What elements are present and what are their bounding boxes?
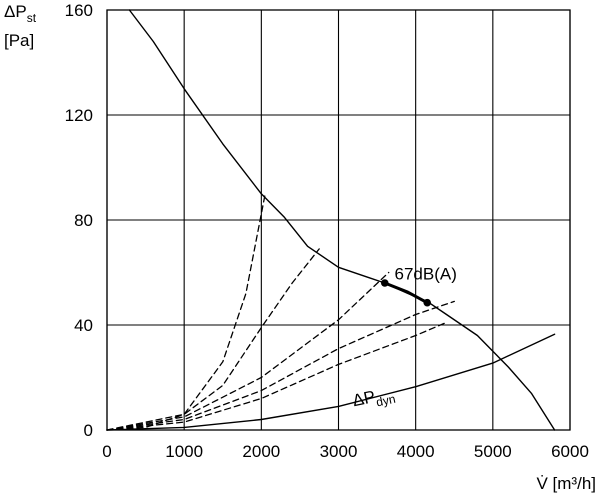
operating-point-1 xyxy=(423,298,432,307)
y-tick-label-80: 80 xyxy=(74,211,93,230)
plot-frame xyxy=(106,9,571,431)
y-axis-unit: [Pa] xyxy=(4,31,34,50)
system-curve-1 xyxy=(106,193,266,431)
y-axis-label: ΔPst xyxy=(4,2,37,25)
x-tick-label-3000: 3000 xyxy=(320,442,358,461)
x-tick-label-4000: 4000 xyxy=(397,442,435,461)
y-tick-label-120: 120 xyxy=(65,106,93,125)
x-tick-label-6000: 6000 xyxy=(551,442,589,461)
dynamic-pressure-label: ΔPdyn xyxy=(351,383,397,414)
y-axis-symbol: ΔP xyxy=(4,2,27,21)
x-tick-label-2000: 2000 xyxy=(242,442,280,461)
x-tick-label-5000: 5000 xyxy=(474,442,512,461)
tick-labels: 0 1000 2000 3000 4000 5000 6000 0 40 80 120 160 xyxy=(65,1,589,461)
y-axis-subscript: st xyxy=(27,11,37,25)
x-axis-label: V̇ [m³/h] xyxy=(536,474,596,493)
system-curve-5 xyxy=(106,321,448,431)
system-curve-4 xyxy=(106,300,455,431)
x-tick-label-1000: 1000 xyxy=(165,442,203,461)
series-layer xyxy=(106,9,556,431)
x-tick-label-0: 0 xyxy=(102,442,111,461)
static-pressure-curve xyxy=(128,9,556,431)
operating-point-0 xyxy=(381,279,389,287)
noise-level-annotation: 67dB(A) xyxy=(395,265,457,284)
y-tick-label-40: 40 xyxy=(74,316,93,335)
y-tick-label-160: 160 xyxy=(65,1,93,20)
system-curve-2 xyxy=(106,248,320,431)
dynamic-pressure-curve xyxy=(106,333,556,431)
dynamic-pressure-subscript: dyn xyxy=(375,392,397,410)
operating-range-segment xyxy=(383,281,429,305)
plot-border xyxy=(106,9,571,431)
y-tick-label-0: 0 xyxy=(84,421,93,440)
dynamic-pressure-symbol: ΔP xyxy=(351,387,377,410)
system-curve-3 xyxy=(106,271,390,431)
grid xyxy=(106,9,571,431)
